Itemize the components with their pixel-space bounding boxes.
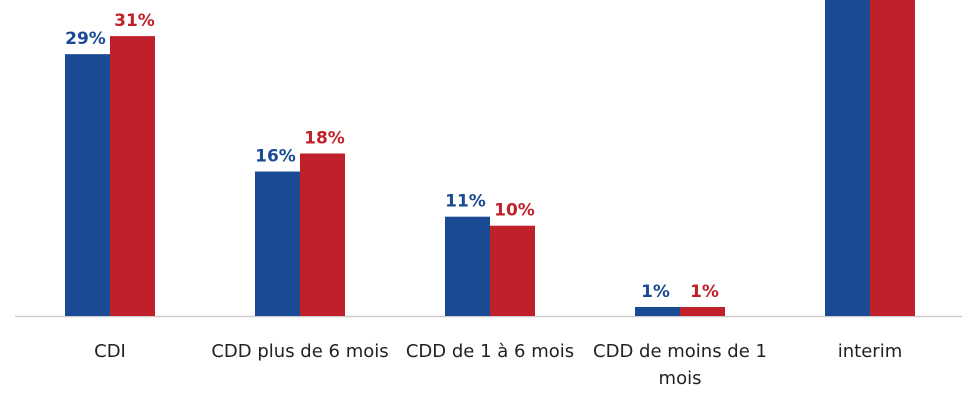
bar xyxy=(445,216,490,316)
x-tick-label: interim xyxy=(837,341,903,362)
x-tick-label: CDD de 1 à 6 mois xyxy=(405,341,575,362)
bar xyxy=(110,36,155,316)
bar xyxy=(635,306,680,316)
data-label: 16% xyxy=(255,147,296,167)
bar xyxy=(65,54,110,317)
data-label: 29% xyxy=(65,29,106,49)
bar xyxy=(825,0,870,317)
data-label: 11% xyxy=(445,192,486,212)
data-label: 1% xyxy=(690,282,719,302)
bar xyxy=(255,171,300,316)
data-label: 1% xyxy=(641,282,670,302)
x-tick-label: CDI xyxy=(94,341,126,362)
data-label: 18% xyxy=(304,128,345,148)
data-label: 10% xyxy=(494,201,535,221)
bar xyxy=(870,0,915,316)
bar xyxy=(300,153,345,316)
bar xyxy=(680,306,725,316)
bar xyxy=(490,225,535,316)
x-tick-label: CDD de moins de 1 mois xyxy=(593,341,767,389)
x-tick-label: CDD plus de 6 mois xyxy=(211,341,389,362)
data-label: 31% xyxy=(114,11,155,31)
